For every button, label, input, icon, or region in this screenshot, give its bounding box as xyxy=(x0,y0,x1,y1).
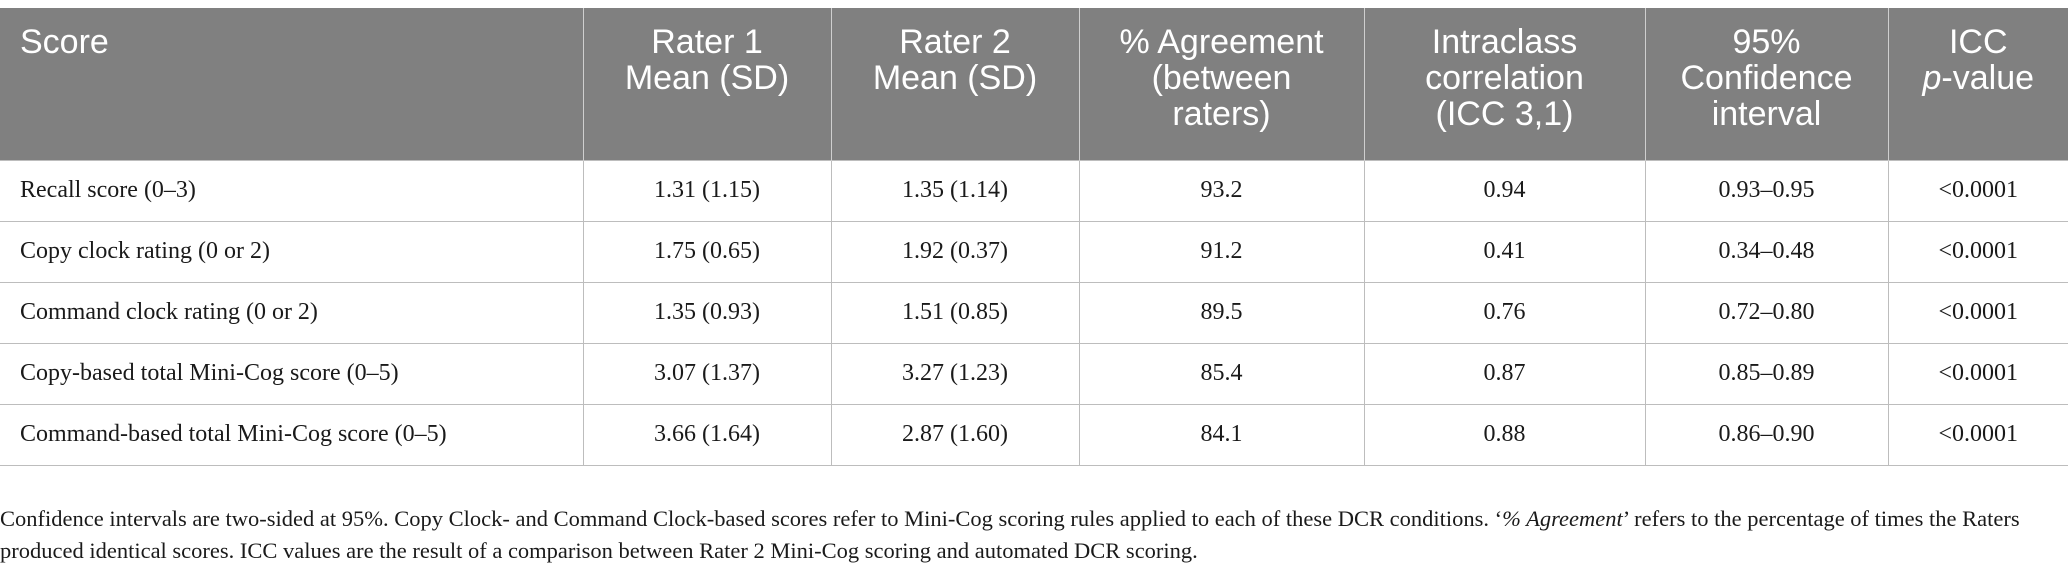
table-footnote: Confidence intervals are two-sided at 95… xyxy=(0,505,2020,563)
header-confidence-interval: 95% Confidence interval xyxy=(1644,8,1888,160)
cell-icc: 0.76 xyxy=(1363,281,1645,343)
cell-rater1: 3.66 (1.64) xyxy=(582,403,831,466)
cell-rater2: 3.27 (1.23) xyxy=(830,342,1079,404)
cell-rater2: 1.35 (1.14) xyxy=(830,159,1079,221)
cell-agreement: 91.2 xyxy=(1078,220,1364,282)
header-row: Score Rater 1 Mean (SD) Rater 2 Mean (SD… xyxy=(0,8,2068,160)
cell-rater2: 1.51 (0.85) xyxy=(830,281,1079,343)
table-row: Copy clock rating (0 or 2) 1.75 (0.65) 1… xyxy=(0,220,2068,282)
cell-agreement: 85.4 xyxy=(1078,342,1364,404)
header-rater2: Rater 2 Mean (SD) xyxy=(830,8,1079,160)
cell-rater1: 3.07 (1.37) xyxy=(582,342,831,404)
cell-rater1: 1.35 (0.93) xyxy=(582,281,831,343)
cell-agreement: 89.5 xyxy=(1078,281,1364,343)
header-rater1: Rater 1 Mean (SD) xyxy=(582,8,831,160)
cell-p-value: <0.0001 xyxy=(1887,281,2068,343)
cell-rater2: 2.87 (1.60) xyxy=(830,403,1079,466)
header-icc: Intraclass correlation (ICC 3,1) xyxy=(1363,8,1645,160)
cell-p-value: <0.0001 xyxy=(1887,159,2068,221)
cell-score: Command-based total Mini-Cog score (0–5) xyxy=(0,403,583,466)
cell-ci: 0.72–0.80 xyxy=(1644,281,1888,343)
header-score: Score xyxy=(0,8,583,160)
cell-icc: 0.94 xyxy=(1363,159,1645,221)
header-agreement: % Agreement (between raters) xyxy=(1078,8,1364,160)
cell-rater1: 1.75 (0.65) xyxy=(582,220,831,282)
cell-p-value: <0.0001 xyxy=(1887,220,2068,282)
table-row: Command-based total Mini-Cog score (0–5)… xyxy=(0,403,2068,466)
cell-icc: 0.41 xyxy=(1363,220,1645,282)
cell-p-value: <0.0001 xyxy=(1887,342,2068,404)
cell-agreement: 93.2 xyxy=(1078,159,1364,221)
results-table-container: Score Rater 1 Mean (SD) Rater 2 Mean (SD… xyxy=(0,8,2068,466)
table-row: Copy-based total Mini-Cog score (0–5) 3.… xyxy=(0,342,2068,404)
cell-rater2: 1.92 (0.37) xyxy=(830,220,1079,282)
header-icc-p-value: ICC p-value xyxy=(1887,8,2068,160)
cell-ci: 0.34–0.48 xyxy=(1644,220,1888,282)
table-row: Command clock rating (0 or 2) 1.35 (0.93… xyxy=(0,281,2068,343)
cell-score: Recall score (0–3) xyxy=(0,159,583,221)
cell-score: Command clock rating (0 or 2) xyxy=(0,281,583,343)
results-table: Score Rater 1 Mean (SD) Rater 2 Mean (SD… xyxy=(0,8,2068,466)
cell-score: Copy clock rating (0 or 2) xyxy=(0,220,583,282)
cell-agreement: 84.1 xyxy=(1078,403,1364,466)
cell-ci: 0.85–0.89 xyxy=(1644,342,1888,404)
table-row: Recall score (0–3) 1.31 (1.15) 1.35 (1.1… xyxy=(0,159,2068,221)
cell-score: Copy-based total Mini-Cog score (0–5) xyxy=(0,342,583,404)
cell-icc: 0.88 xyxy=(1363,403,1645,466)
cell-ci: 0.86–0.90 xyxy=(1644,403,1888,466)
cell-p-value: <0.0001 xyxy=(1887,403,2068,466)
cell-icc: 0.87 xyxy=(1363,342,1645,404)
cell-rater1: 1.31 (1.15) xyxy=(582,159,831,221)
cell-ci: 0.93–0.95 xyxy=(1644,159,1888,221)
